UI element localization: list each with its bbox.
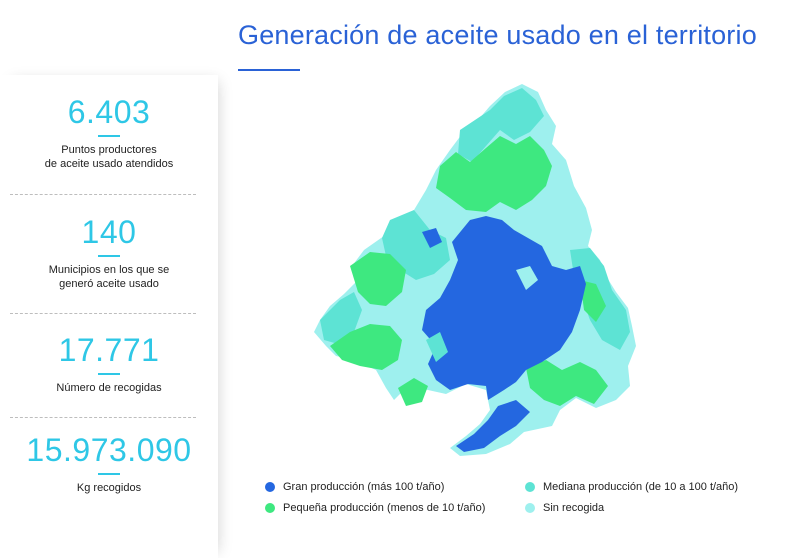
stat-label-line2: de aceite usado atendidos (44, 158, 174, 170)
stat-puntos: 6.403 Puntos productores de aceite usado… (0, 95, 218, 171)
stat-value: 140 (81, 214, 137, 250)
stat-divider (10, 194, 196, 195)
legend-swatch-gran (265, 482, 275, 492)
page-title: Generación de aceite usado en el territo… (238, 20, 757, 50)
stat-underline (98, 135, 120, 137)
legend-label: Sin recogida (543, 502, 605, 514)
map-zone-gran (422, 216, 586, 400)
map-zone-pequena (580, 280, 606, 322)
stat-label-line1: Número de recogidas (56, 382, 162, 394)
map-zone-pequena (398, 378, 428, 406)
map-zone-pequena (330, 324, 402, 370)
legend-label: Pequeña producción (menos de 10 t/año) (283, 502, 486, 514)
stat-recogidas: 17.771 Número de recogidas (0, 333, 218, 395)
legend-item: Sin recogida (525, 502, 604, 514)
title-underline (238, 69, 300, 71)
stat-label-line1: Puntos productores (61, 144, 157, 156)
stat-underline (98, 373, 120, 375)
legend-swatch-sin (525, 503, 535, 513)
stat-value: 6.403 (67, 94, 151, 130)
legend-label: Mediana producción (de 10 a 100 t/año) (543, 481, 739, 493)
map-zone-gran (456, 400, 530, 452)
stat-underline (98, 473, 120, 475)
stat-municipios: 140 Municipios en los que se generó acei… (0, 215, 218, 291)
map-zone-mediana (320, 292, 362, 344)
map-zone-mediana (426, 332, 448, 362)
legend-label: Gran producción (más 100 t/año) (283, 481, 445, 493)
stat-label-line1: Kg recogidos (76, 482, 142, 494)
map-zone-gran (422, 228, 442, 248)
stat-divider (10, 313, 196, 314)
legend-item: Mediana producción (de 10 a 100 t/año) (525, 481, 738, 493)
map-zone-mediana (458, 88, 544, 162)
stat-underline (98, 255, 120, 257)
legend-item: Gran producción (más 100 t/año) (265, 481, 444, 493)
stat-value: 17.771 (58, 332, 160, 368)
map-zone-pequena (526, 360, 608, 406)
map-zone-pequena (350, 252, 406, 306)
map-zone-mediana (382, 210, 450, 280)
stat-kg: 15.973.090 Kg recogidos (0, 433, 218, 495)
region-map (314, 84, 636, 456)
legend-item: Pequeña producción (menos de 10 t/año) (265, 502, 485, 514)
stat-value: 15.973.090 (26, 432, 192, 468)
legend-swatch-pequena (265, 503, 275, 513)
stat-label-line2: generó aceite usado (59, 278, 159, 290)
legend-swatch-mediana (525, 482, 535, 492)
map-zone-sin (516, 266, 538, 290)
stat-divider (10, 417, 196, 418)
map-zone-pequena (436, 136, 552, 212)
stat-label-line1: Municipios en los que se (48, 264, 170, 276)
stats-panel: 6.403 Puntos productores de aceite usado… (0, 75, 218, 558)
